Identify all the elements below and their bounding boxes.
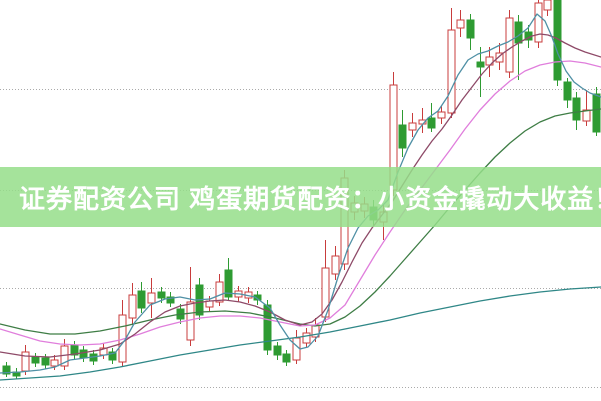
- candle-body-up: [21, 351, 30, 372]
- headline-banner: 证券配资公司 鸡蛋期货配资：小资金撬动大收益！: [0, 167, 601, 227]
- candle-body-down: [31, 356, 40, 364]
- candle-body-up: [543, 0, 552, 11]
- candle-body-up: [456, 19, 465, 29]
- candle-body-down: [224, 269, 233, 298]
- candle-body-down: [514, 21, 523, 44]
- candle-body-down: [476, 61, 485, 68]
- ma-maroon: [0, 33, 601, 358]
- candle-body-up: [147, 292, 156, 304]
- candle-body-up: [505, 17, 514, 73]
- candle-body-up: [292, 337, 301, 361]
- candle-body-up: [50, 359, 59, 367]
- candle-body-up: [534, 2, 543, 43]
- candle-body-up: [495, 52, 504, 63]
- candle-body-up: [331, 255, 340, 275]
- candle-body-down: [41, 357, 50, 366]
- ma-magenta: [0, 60, 601, 346]
- candle-body-up: [447, 29, 456, 114]
- candle-body-down: [157, 291, 166, 299]
- candle-body-down: [263, 304, 272, 351]
- headline-text: 证券配资公司 鸡蛋期货配资：小资金撬动大收益！: [19, 183, 601, 214]
- candle-body-up: [128, 294, 137, 319]
- candle-body-down: [253, 294, 262, 301]
- candle-body-up: [582, 109, 591, 122]
- candle-body-down: [592, 93, 601, 133]
- candle-body-up: [215, 281, 224, 303]
- candle-body-up: [437, 111, 446, 119]
- candle-body-down: [108, 351, 117, 361]
- candle-body-down: [553, 0, 562, 81]
- candle-body-down: [572, 97, 581, 121]
- ma-slow-cyan: [0, 286, 601, 381]
- candle-body-down: [282, 353, 291, 363]
- candle-body-down: [466, 19, 475, 39]
- candle-body-down: [79, 349, 88, 359]
- candle-body-down: [166, 296, 175, 304]
- candle-body-up: [408, 122, 417, 131]
- candle-body-down: [137, 290, 146, 309]
- candle-body-down: [2, 365, 11, 375]
- candle-body-down: [427, 117, 436, 129]
- candle-body-up: [302, 332, 311, 344]
- candle-body-down: [273, 345, 282, 356]
- candle-body-down: [398, 124, 407, 149]
- ma-fast-teal: [0, 13, 601, 374]
- candle-body-down: [563, 81, 572, 101]
